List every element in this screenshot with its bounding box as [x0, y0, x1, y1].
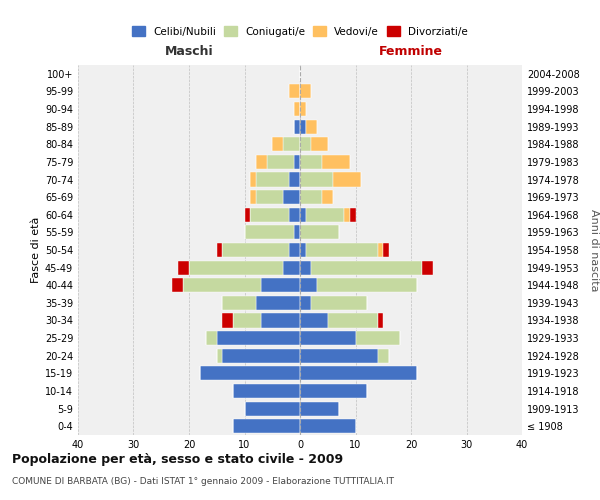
Bar	[422, 260, 433, 274]
Bar	[317, 278, 416, 292]
Bar	[305, 120, 317, 134]
Bar	[300, 190, 322, 204]
Bar	[256, 172, 289, 186]
Bar	[266, 155, 295, 169]
Bar	[222, 348, 300, 363]
Bar	[222, 314, 233, 328]
Bar	[300, 278, 317, 292]
Bar	[245, 402, 300, 415]
Bar	[300, 331, 355, 345]
Bar	[322, 190, 334, 204]
Bar	[300, 155, 322, 169]
Bar	[256, 155, 266, 169]
Bar	[245, 226, 295, 239]
Bar	[300, 137, 311, 152]
Bar	[250, 190, 256, 204]
Bar	[300, 260, 311, 274]
Bar	[300, 102, 305, 116]
Bar	[245, 208, 250, 222]
Text: Femmine: Femmine	[379, 45, 443, 58]
Bar	[289, 208, 300, 222]
Legend: Celibi/Nubili, Coniugati/e, Vedovi/e, Divorziati/e: Celibi/Nubili, Coniugati/e, Vedovi/e, Di…	[128, 22, 472, 40]
Bar	[311, 137, 328, 152]
Bar	[334, 172, 361, 186]
Bar	[289, 172, 300, 186]
Bar	[222, 296, 256, 310]
Bar	[256, 296, 300, 310]
Bar	[283, 190, 300, 204]
Text: COMUNE DI BARBATA (BG) - Dati ISTAT 1° gennaio 2009 - Elaborazione TUTTITALIA.IT: COMUNE DI BARBATA (BG) - Dati ISTAT 1° g…	[12, 478, 394, 486]
Bar	[233, 314, 261, 328]
Bar	[300, 120, 305, 134]
Bar	[383, 243, 389, 257]
Bar	[350, 208, 355, 222]
Bar	[250, 208, 289, 222]
Bar	[272, 137, 283, 152]
Bar	[289, 84, 300, 98]
Bar	[189, 260, 283, 274]
Bar	[283, 260, 300, 274]
Bar	[300, 172, 334, 186]
Bar	[295, 120, 300, 134]
Bar	[300, 84, 311, 98]
Bar	[233, 419, 300, 433]
Bar	[322, 155, 350, 169]
Bar	[222, 243, 289, 257]
Bar	[172, 278, 184, 292]
Bar	[256, 190, 283, 204]
Bar	[283, 137, 300, 152]
Bar	[184, 278, 261, 292]
Bar	[300, 366, 416, 380]
Bar	[300, 208, 305, 222]
Text: Popolazione per età, sesso e stato civile - 2009: Popolazione per età, sesso e stato civil…	[12, 452, 343, 466]
Bar	[206, 331, 217, 345]
Bar	[289, 243, 300, 257]
Bar	[300, 419, 355, 433]
Bar	[378, 243, 383, 257]
Bar	[233, 384, 300, 398]
Y-axis label: Anni di nascita: Anni di nascita	[589, 209, 599, 291]
Bar	[378, 348, 389, 363]
Bar	[305, 208, 344, 222]
Bar	[355, 331, 400, 345]
Bar	[300, 243, 305, 257]
Bar	[311, 260, 422, 274]
Bar	[300, 314, 328, 328]
Bar	[300, 226, 339, 239]
Bar	[200, 366, 300, 380]
Bar	[295, 102, 300, 116]
Bar	[344, 208, 350, 222]
Bar	[378, 314, 383, 328]
Bar	[250, 172, 256, 186]
Bar	[300, 384, 367, 398]
Bar	[261, 314, 300, 328]
Bar	[328, 314, 378, 328]
Text: Maschi: Maschi	[164, 45, 214, 58]
Bar	[217, 243, 222, 257]
Bar	[305, 243, 378, 257]
Bar	[217, 348, 222, 363]
Bar	[300, 296, 311, 310]
Y-axis label: Fasce di età: Fasce di età	[31, 217, 41, 283]
Bar	[178, 260, 189, 274]
Bar	[295, 155, 300, 169]
Bar	[300, 348, 378, 363]
Bar	[295, 226, 300, 239]
Bar	[300, 402, 339, 415]
Bar	[217, 331, 300, 345]
Bar	[311, 296, 367, 310]
Bar	[261, 278, 300, 292]
